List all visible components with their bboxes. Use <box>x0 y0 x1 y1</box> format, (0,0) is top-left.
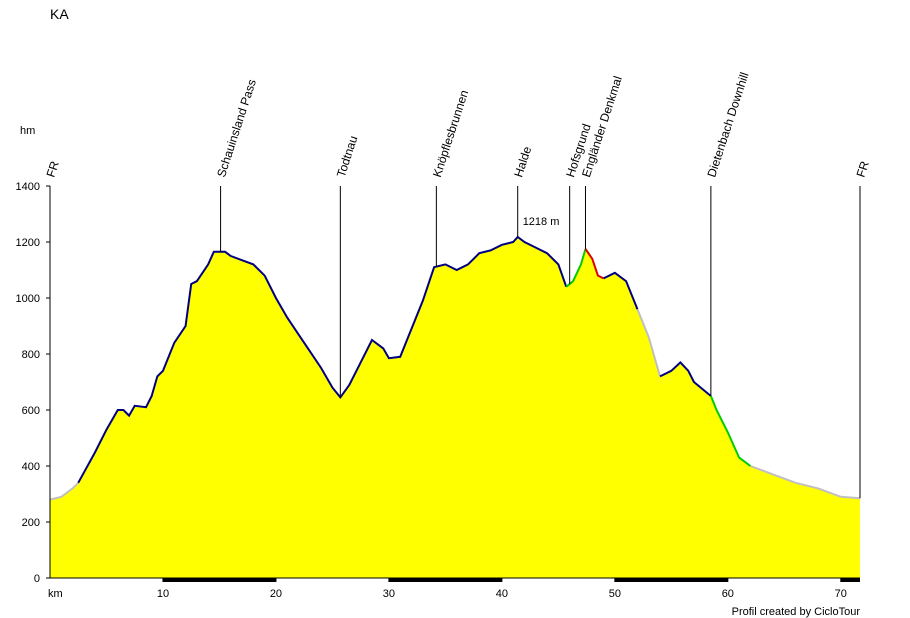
waypoint-label: Knöpflesbrunnen <box>430 88 471 179</box>
waypoint-label: Schauinsland Pass <box>214 78 259 179</box>
chart-title: KA <box>50 6 69 22</box>
km-bar <box>162 578 276 582</box>
profile-segment <box>77 235 568 484</box>
profile-segment <box>49 482 79 501</box>
x-tick-label: 10 <box>157 588 169 600</box>
km-bar <box>840 578 860 582</box>
profile-segment <box>709 395 752 467</box>
y-tick-label: 200 <box>22 517 40 529</box>
x-tick-label: 60 <box>722 588 734 600</box>
y-tick-label: 0 <box>34 573 40 585</box>
waypoint-label: FR <box>854 159 872 179</box>
y-tick-label: 1000 <box>16 293 40 305</box>
km-bar <box>388 578 502 582</box>
peak-annotation: 1218 m <box>523 216 560 228</box>
km-bar <box>614 578 728 582</box>
x-tick-label: 50 <box>609 588 621 600</box>
y-tick-label: 1200 <box>16 237 40 249</box>
x-tick-label: 20 <box>270 588 282 600</box>
x-tick-label: 40 <box>496 588 508 600</box>
y-tick-label: 800 <box>22 349 40 361</box>
y-tick-label: 600 <box>22 405 40 417</box>
y-tick-label: 400 <box>22 461 40 473</box>
credit: Profil created by CicloTour <box>732 606 861 618</box>
waypoint-label: FR <box>44 159 62 179</box>
x-tick-label: 70 <box>835 588 847 600</box>
elevation-area <box>50 236 860 578</box>
y-axis-label: hm <box>20 125 35 137</box>
profile-segment <box>659 360 712 397</box>
profile-segment <box>584 248 605 280</box>
waypoint-label: Dietenbach Downhill <box>704 71 751 179</box>
profile-segment <box>603 271 639 310</box>
waypoint-label: Todtnau <box>334 134 361 179</box>
waypoint-label: Halde <box>511 144 534 178</box>
x-tick-label: 30 <box>383 588 395 600</box>
profile-segment <box>750 465 861 500</box>
y-tick-label: 1400 <box>16 181 40 193</box>
x-axis-label: km <box>48 588 63 600</box>
profile-segment <box>636 308 662 377</box>
